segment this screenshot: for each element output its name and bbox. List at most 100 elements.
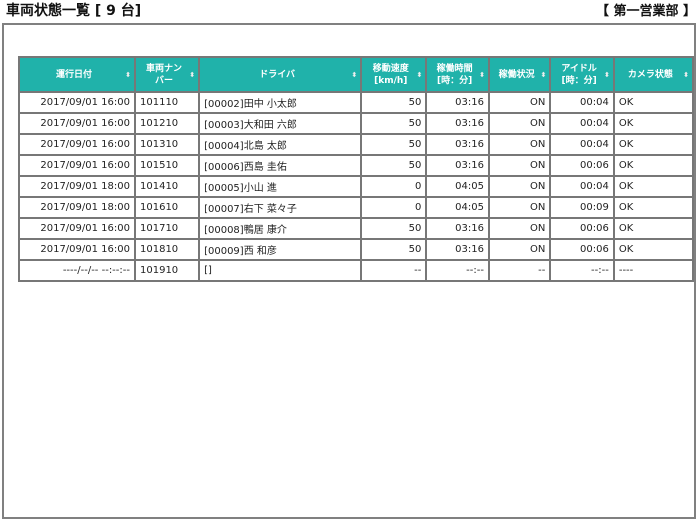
table-cell: 00:04	[549, 112, 615, 135]
table-cell: OK	[612, 217, 695, 240]
table-cell: ----	[612, 259, 695, 282]
table-cell: 2017/09/01 16:00	[18, 154, 136, 177]
table-cell: 101410	[133, 175, 201, 198]
table-cell: ON	[487, 217, 552, 240]
table-cell: [00002]田中 小太郎	[198, 91, 363, 114]
table-cell: OK	[612, 154, 695, 177]
table-cell: 2017/09/01 16:00	[18, 217, 136, 240]
table-cell: 00:04	[549, 91, 615, 114]
column-header-label: アイドル	[561, 63, 597, 74]
table-cell: 50	[360, 217, 428, 240]
sort-arrows-icon[interactable]: ⬍	[189, 70, 196, 79]
table-cell: [00007]右下 菜々子	[198, 196, 363, 219]
table-cell: 00:04	[549, 175, 615, 198]
table-cell: ON	[487, 91, 552, 114]
content-panel: 運行日付 ⬍ 車両ナン バー ⬍ ドライバ ⬍ 移動速度 [km/h] ⬍ 稼働時間 [時：分] ⬍ 稼働…	[2, 23, 696, 519]
table-cell: 00:06	[549, 154, 615, 177]
column-header[interactable]: 稼働状況 ⬍	[487, 56, 552, 93]
table-cell: 101710	[133, 217, 201, 240]
table-cell: 03:16	[425, 112, 490, 135]
column-header-label: 稼働状況	[498, 69, 535, 80]
table-cell: --:--	[425, 259, 490, 282]
table-cell: OK	[612, 175, 695, 198]
column-header[interactable]: アイドル [時：分] ⬍	[549, 56, 615, 93]
table-cell: [00005]小山 進	[198, 175, 363, 198]
table-cell: 50	[360, 154, 428, 177]
table-cell: [00004]北島 太郎	[198, 133, 363, 156]
table-cell: 03:16	[425, 154, 490, 177]
table-cell: [00003]大和田 六郎	[198, 112, 363, 135]
sort-arrows-icon[interactable]: ⬍	[683, 70, 689, 79]
table-cell: ----/--/-- --:--:--	[18, 259, 136, 282]
column-header[interactable]: 運行日付 ⬍	[18, 56, 136, 93]
table-cell: OK	[612, 112, 695, 135]
column-header-label: [時：分]	[561, 75, 597, 86]
table-cell: 101110	[133, 91, 201, 114]
table-cell: --:--	[549, 259, 615, 282]
table-cell: --	[487, 259, 552, 282]
table-cell: OK	[612, 133, 695, 156]
table-cell: 04:05	[425, 196, 490, 219]
table-cell: 00:04	[549, 133, 615, 156]
table-cell: --	[360, 259, 428, 282]
table-row[interactable]: 2017/09/01 16:00 101810 [00009]西 和彦 50 03:16…	[18, 238, 695, 261]
table-cell: 50	[360, 112, 428, 135]
vehicle-status-table: 運行日付 ⬍ 車両ナン バー ⬍ ドライバ ⬍ 移動速度 [km/h] ⬍ 稼働時間 [時：分] ⬍ 稼働…	[18, 56, 695, 282]
table-cell: 04:05	[425, 175, 490, 198]
table-cell: ON	[487, 112, 552, 135]
sort-arrows-icon[interactable]: ⬍	[540, 70, 547, 79]
table-cell: 0	[360, 196, 428, 219]
table-row[interactable]: 2017/09/01 16:00 101510 [00006]西島 圭佑 50 03:1…	[18, 154, 695, 177]
table-cell: [00006]西島 圭佑	[198, 154, 363, 177]
sort-arrows-icon[interactable]: ⬍	[416, 70, 423, 79]
table-row[interactable]: 2017/09/01 16:00 101710 [00008]鴨居 康介 50 03:1…	[18, 217, 695, 240]
table-cell: 50	[360, 238, 428, 261]
column-header-label: [km/h]	[374, 75, 408, 86]
table-cell: 101910	[133, 259, 201, 282]
table-row[interactable]: ----/--/-- --:--:-- 101910[] -- --:-- -- --:-…	[18, 259, 695, 282]
column-header[interactable]: カメラ状態 ⬍	[612, 56, 695, 93]
table-cell: 03:16	[425, 91, 490, 114]
table-cell: 0	[360, 175, 428, 198]
table-cell: 50	[360, 91, 428, 114]
table-cell: ON	[487, 133, 552, 156]
table-cell: 101510	[133, 154, 201, 177]
column-header-label: 稼働時間	[436, 63, 473, 74]
table-row[interactable]: 2017/09/01 18:00 101610 [00007]右下 菜々子 0 04:0…	[18, 196, 695, 219]
sort-arrows-icon[interactable]: ⬍	[603, 70, 610, 79]
table-row[interactable]: 2017/09/01 16:00 101310 [00004]北島 太郎 50 03:1…	[18, 133, 695, 156]
table-cell: 00:09	[549, 196, 615, 219]
column-header[interactable]: 車両ナン バー ⬍	[133, 56, 201, 93]
table-cell: 2017/09/01 18:00	[18, 175, 136, 198]
table-cell: ON	[487, 196, 552, 219]
sort-arrows-icon[interactable]: ⬍	[479, 70, 485, 79]
table-row[interactable]: 2017/09/01 16:00 101210 [00003]大和田 六郎 50 03:…	[18, 112, 695, 135]
table-row[interactable]: 2017/09/01 18:00 101410 [00005]小山 進 0 04:05 O…	[18, 175, 695, 198]
column-header-label: 車両ナン	[146, 63, 183, 74]
table-row[interactable]: 2017/09/01 16:00 101110 [00002]田中 小太郎 50 03:…	[18, 91, 695, 114]
table-cell: 2017/09/01 16:00	[18, 91, 136, 114]
table-cell: [00008]鴨居 康介	[198, 217, 363, 240]
table-cell: 2017/09/01 16:00	[18, 238, 136, 261]
table-cell: 03:16	[425, 217, 490, 240]
table-cell: 03:16	[425, 133, 490, 156]
column-header[interactable]: 稼働時間 [時：分] ⬍	[425, 56, 490, 93]
table-cell: []	[198, 259, 363, 282]
page-title: 車両状態一覧 [ 9 台]	[6, 3, 142, 19]
column-header[interactable]: ドライバ ⬍	[198, 56, 363, 93]
table-cell: [00009]西 和彦	[198, 238, 363, 261]
table-cell: 2017/09/01 16:00	[18, 133, 136, 156]
table-cell: 101310	[133, 133, 201, 156]
column-header-label: 移動速度	[372, 63, 409, 74]
table-cell: OK	[612, 91, 695, 114]
sort-arrows-icon[interactable]: ⬍	[351, 70, 358, 79]
table-cell: 00:06	[549, 238, 615, 261]
column-header[interactable]: 移動速度 [km/h] ⬍	[360, 56, 428, 93]
sort-arrows-icon[interactable]: ⬍	[125, 70, 131, 79]
table-cell: ON	[487, 238, 552, 261]
column-header-label: 運行日付	[55, 69, 92, 80]
column-header-label: カメラ状態	[627, 69, 673, 80]
table-cell: 00:06	[549, 217, 615, 240]
table-cell: OK	[612, 196, 695, 219]
table-cell: ON	[487, 154, 552, 177]
